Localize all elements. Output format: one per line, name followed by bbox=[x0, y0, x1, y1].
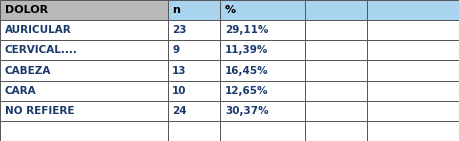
Text: %: % bbox=[225, 5, 236, 15]
Text: CARA: CARA bbox=[5, 86, 36, 96]
Text: 30,37%: 30,37% bbox=[225, 106, 269, 116]
Bar bbox=[305, 81, 367, 101]
Bar bbox=[367, 101, 459, 121]
Bar bbox=[168, 20, 220, 40]
Text: CERVICAL....: CERVICAL.... bbox=[5, 45, 78, 55]
Bar bbox=[0, 20, 168, 40]
Bar bbox=[168, 40, 220, 60]
Bar bbox=[168, 81, 220, 101]
Bar bbox=[168, 101, 220, 121]
Bar bbox=[220, 40, 305, 60]
Bar bbox=[168, 121, 220, 141]
Text: 13: 13 bbox=[172, 66, 187, 75]
Bar bbox=[168, 0, 220, 20]
Bar bbox=[305, 121, 367, 141]
Text: 10: 10 bbox=[172, 86, 187, 96]
Text: CABEZA: CABEZA bbox=[5, 66, 51, 75]
Bar bbox=[305, 60, 367, 81]
Bar bbox=[220, 121, 305, 141]
Text: 11,39%: 11,39% bbox=[225, 45, 268, 55]
Text: 16,45%: 16,45% bbox=[225, 66, 269, 75]
Bar bbox=[168, 60, 220, 81]
Text: 23: 23 bbox=[172, 25, 187, 35]
Bar bbox=[367, 40, 459, 60]
Bar bbox=[0, 101, 168, 121]
Bar bbox=[367, 60, 459, 81]
Bar bbox=[305, 101, 367, 121]
Bar bbox=[305, 0, 367, 20]
Bar bbox=[0, 40, 168, 60]
Bar bbox=[0, 121, 168, 141]
Bar bbox=[0, 0, 168, 20]
Text: n: n bbox=[172, 5, 180, 15]
Bar bbox=[220, 0, 305, 20]
Text: 29,11%: 29,11% bbox=[225, 25, 268, 35]
Bar bbox=[305, 40, 367, 60]
Bar bbox=[367, 121, 459, 141]
Text: 12,65%: 12,65% bbox=[225, 86, 269, 96]
Bar bbox=[220, 81, 305, 101]
Bar bbox=[220, 60, 305, 81]
Text: 9: 9 bbox=[172, 45, 179, 55]
Bar bbox=[367, 20, 459, 40]
Bar bbox=[220, 101, 305, 121]
Text: AURICULAR: AURICULAR bbox=[5, 25, 71, 35]
Bar bbox=[220, 20, 305, 40]
Text: DOLOR: DOLOR bbox=[5, 5, 48, 15]
Bar bbox=[0, 81, 168, 101]
Bar bbox=[367, 81, 459, 101]
Bar bbox=[367, 0, 459, 20]
Text: 24: 24 bbox=[172, 106, 187, 116]
Text: NO REFIERE: NO REFIERE bbox=[5, 106, 74, 116]
Bar bbox=[0, 60, 168, 81]
Bar bbox=[305, 20, 367, 40]
